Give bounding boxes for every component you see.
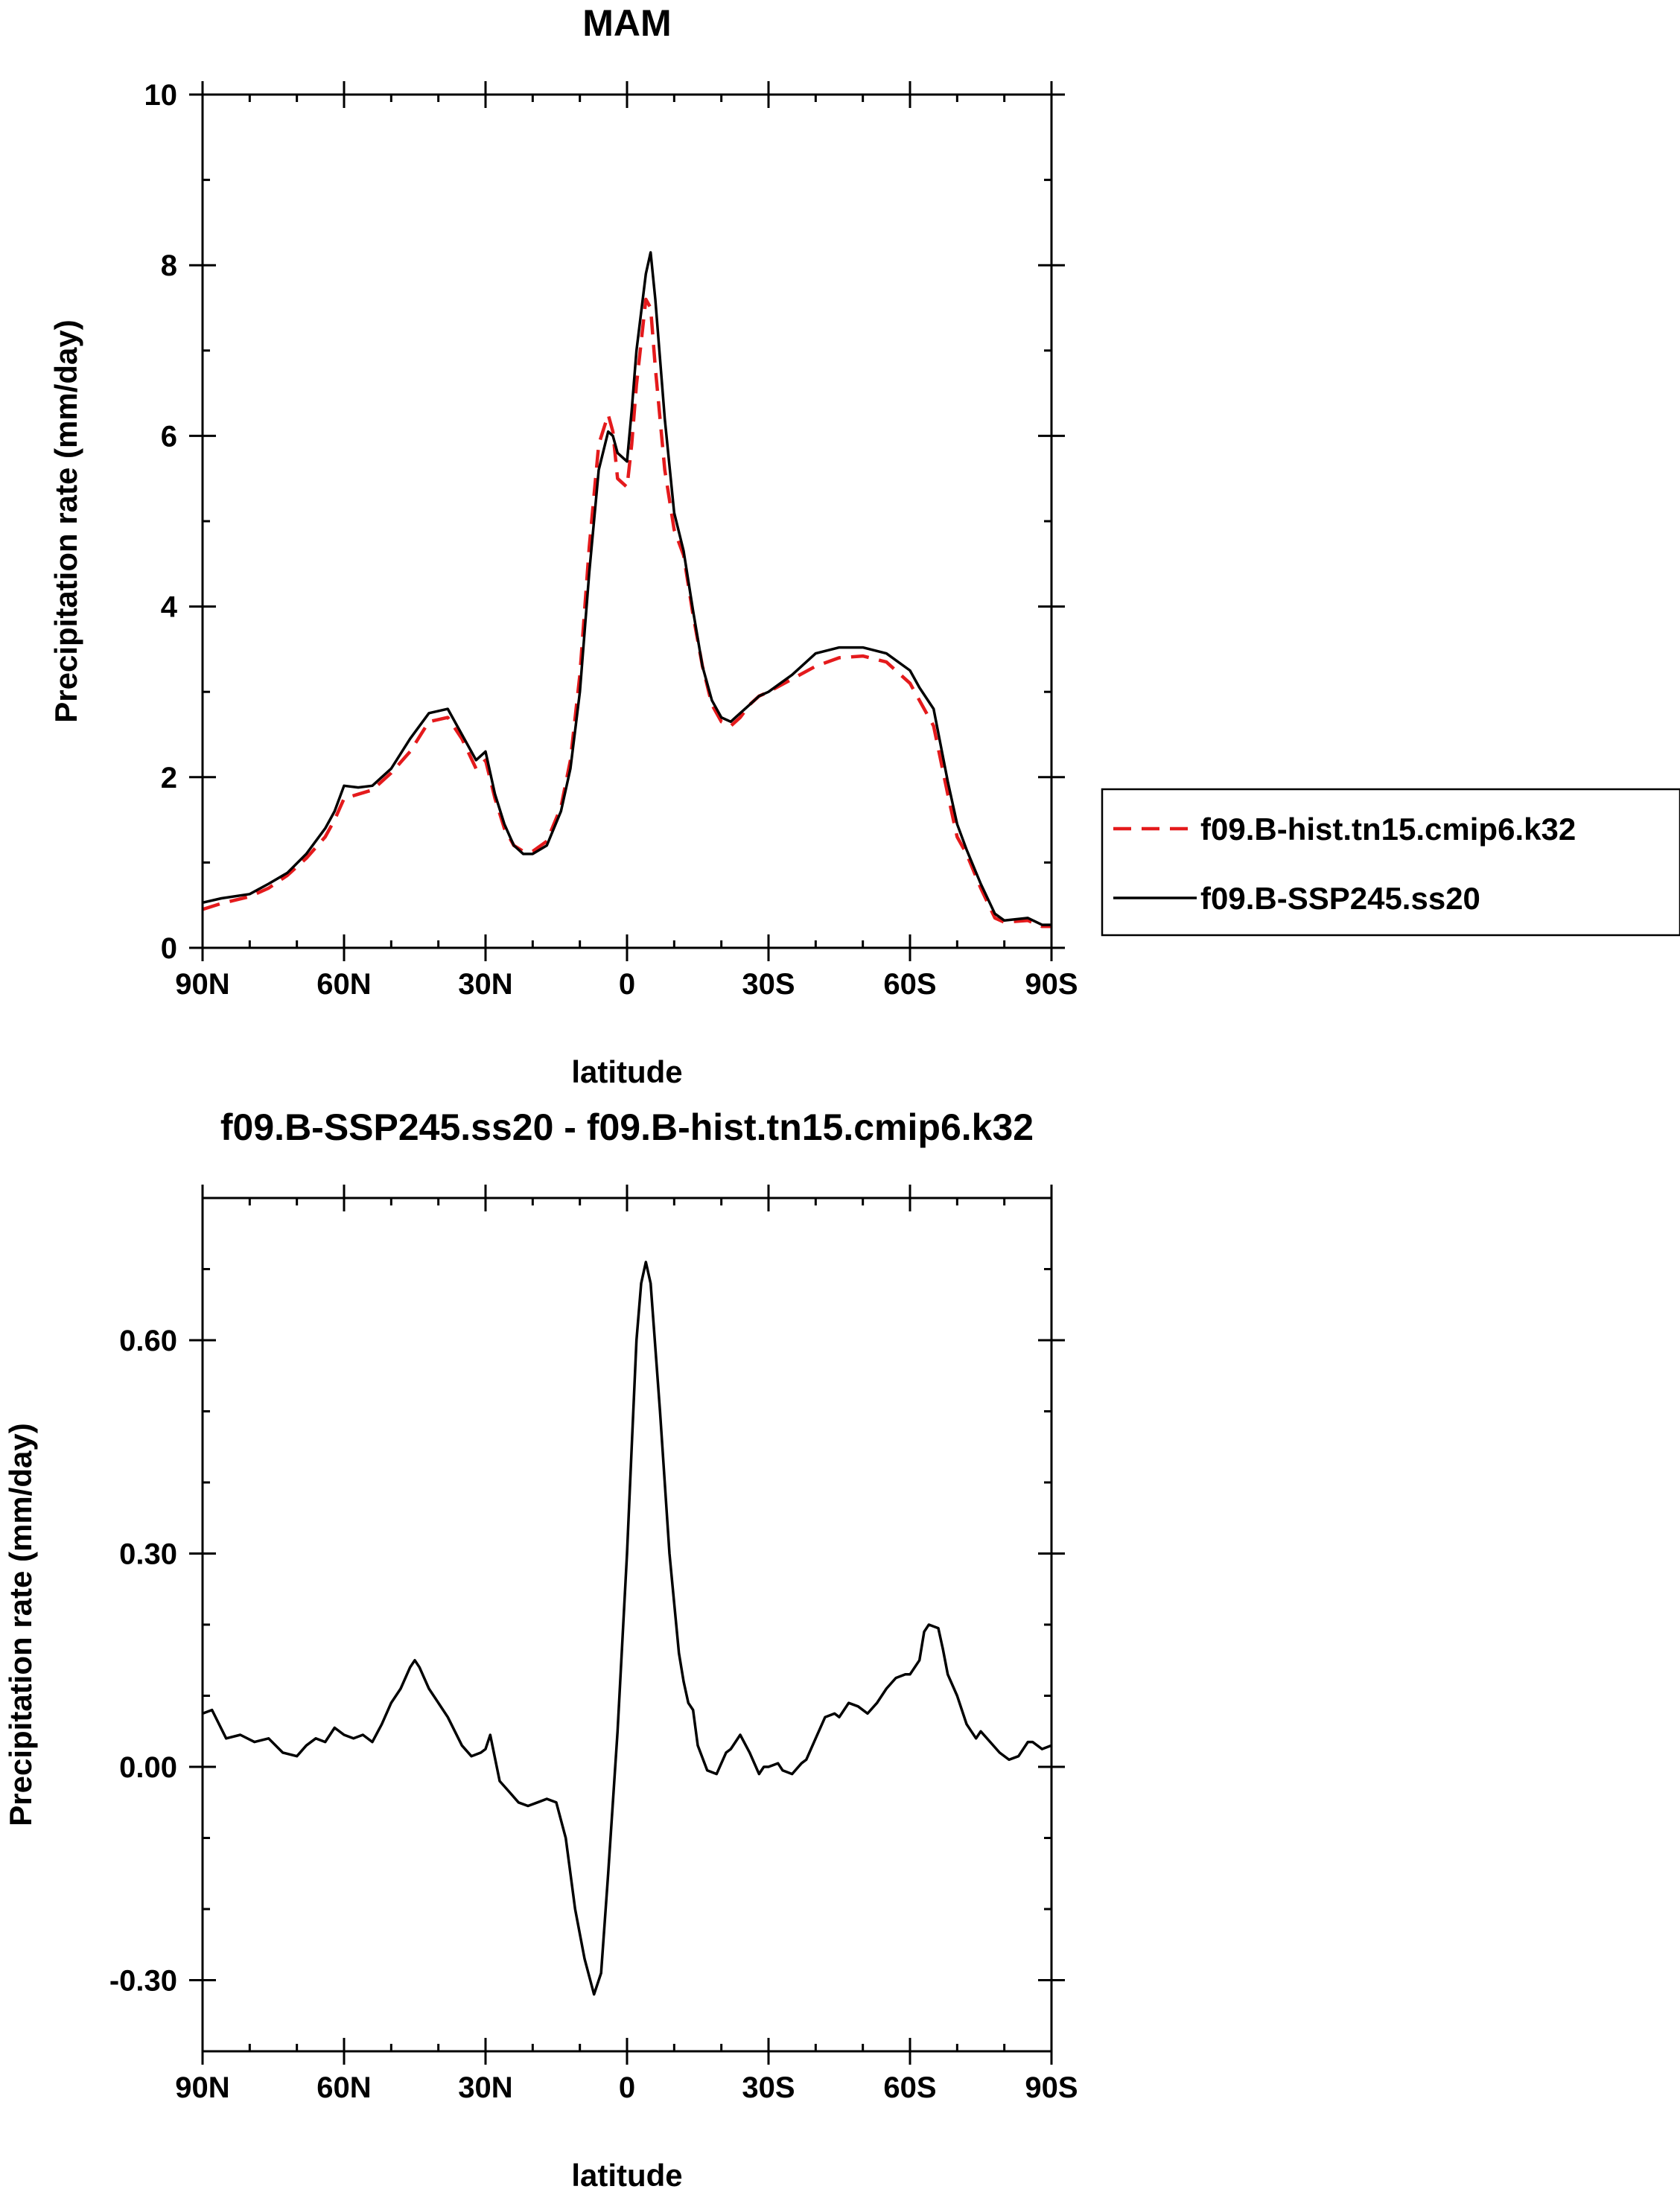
top-chart-series bbox=[202, 251, 1051, 928]
series-line-f09-b-ssp245-ss20 bbox=[202, 251, 1051, 926]
x-tick-label: 90N bbox=[175, 2071, 229, 2104]
x-tick-label: 90S bbox=[1025, 2071, 1078, 2104]
bottom-chart-y-axis-label: Precipitation rate (mm/day) bbox=[3, 1423, 38, 1826]
top-chart-legend: f09.B-hist.tn15.cmip6.k32 f09.B-SSP245.s… bbox=[1101, 788, 1680, 937]
x-tick-label: 30N bbox=[458, 2071, 512, 2104]
y-tick-label: 8 bbox=[161, 249, 177, 282]
bottom-chart-panel: f09.B-SSP245.ss20 - f09.B-hist.tn15.cmip… bbox=[3, 1106, 1078, 2192]
x-tick-label: 30N bbox=[458, 968, 512, 1001]
x-tick-label: 0 bbox=[619, 968, 635, 1001]
y-tick-label: 0.60 bbox=[119, 1325, 177, 1357]
bottom-chart-series bbox=[202, 1261, 1052, 1996]
series-line-f09-b-ssp245-ss20-f09-b-hist-tn15-cmip6-k32 bbox=[202, 1261, 1052, 1996]
x-tick-label: 60N bbox=[316, 2071, 371, 2104]
legend-box bbox=[1101, 788, 1680, 937]
y-tick-label: 10 bbox=[144, 79, 178, 112]
top-chart-plot-frame bbox=[201, 93, 1053, 949]
x-tick-label: 90S bbox=[1025, 968, 1078, 1001]
series-line-f09-b-hist-tn15-cmip6-k32 bbox=[202, 297, 1051, 928]
x-tick-label: 30S bbox=[742, 968, 795, 1001]
y-tick-label: 6 bbox=[161, 420, 177, 453]
y-tick-label: -0.30 bbox=[109, 1965, 177, 1998]
x-tick-label: 0 bbox=[619, 2071, 635, 2104]
x-tick-label: 30S bbox=[742, 2071, 795, 2104]
top-chart-y-axis-label: Precipitation rate (mm/day) bbox=[48, 319, 83, 722]
legend-label-ssp245: f09.B-SSP245.ss20 bbox=[1200, 881, 1480, 916]
x-tick-label: 90N bbox=[175, 968, 229, 1001]
y-tick-label: 0 bbox=[161, 932, 177, 965]
top-chart-ticks: 90N 60N 30N 0 30S 60S 90S 0 2 4 6 8 10 bbox=[144, 79, 1078, 1001]
top-chart-x-axis-label: latitude bbox=[571, 1054, 682, 1089]
bottom-chart-ticks: 90N 60N 30N 0 30S 60S 90S -0.30 0.00 0.30 0.60 bbox=[109, 1185, 1078, 2104]
x-tick-label: 60S bbox=[883, 2071, 936, 2104]
y-tick-label: 0.00 bbox=[119, 1751, 177, 1784]
bottom-chart-title: f09.B-SSP245.ss20 - f09.B-hist.tn15.cmip… bbox=[220, 1106, 1034, 1148]
x-tick-label: 60S bbox=[883, 968, 936, 1001]
bottom-chart-plot-frame bbox=[201, 1197, 1053, 2053]
x-tick-label: 60N bbox=[316, 968, 371, 1001]
top-chart-title: MAM bbox=[582, 2, 671, 44]
legend-label-hist: f09.B-hist.tn15.cmip6.k32 bbox=[1200, 812, 1576, 847]
y-tick-label: 0.30 bbox=[119, 1538, 177, 1571]
y-tick-label: 2 bbox=[161, 762, 177, 794]
y-tick-label: 4 bbox=[161, 591, 178, 624]
bottom-chart-x-axis-label: latitude bbox=[571, 2158, 682, 2192]
